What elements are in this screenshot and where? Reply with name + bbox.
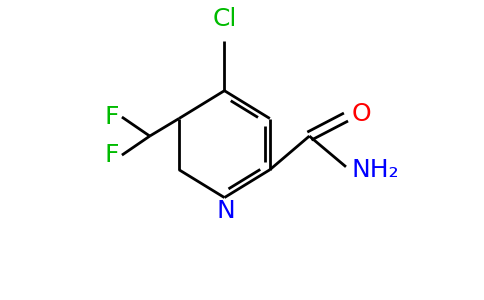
Text: F: F xyxy=(105,143,119,167)
Text: NH₂: NH₂ xyxy=(352,158,399,182)
Text: F: F xyxy=(105,105,119,129)
Text: N: N xyxy=(216,199,235,223)
Text: Cl: Cl xyxy=(212,7,237,31)
Text: O: O xyxy=(352,102,371,126)
